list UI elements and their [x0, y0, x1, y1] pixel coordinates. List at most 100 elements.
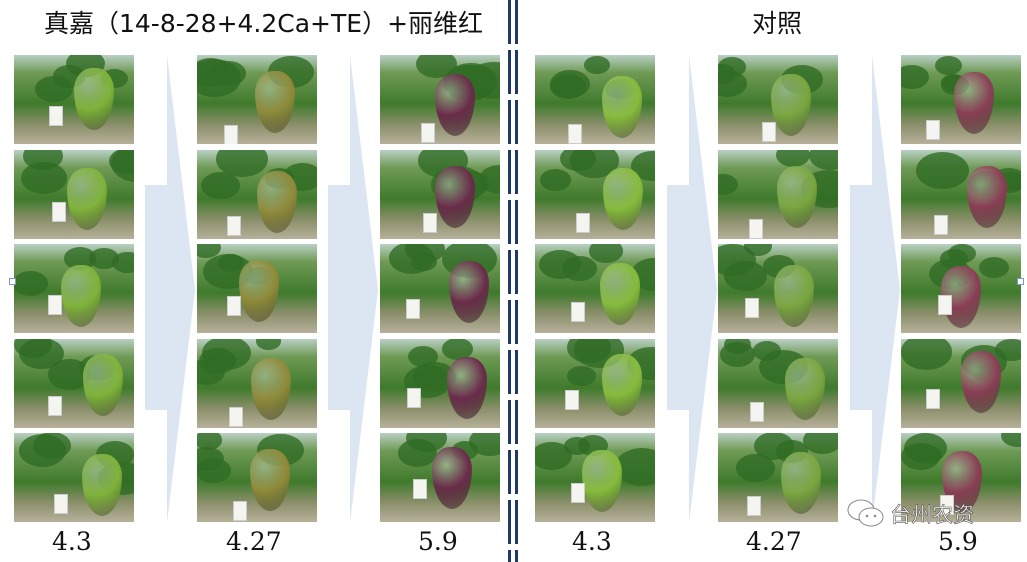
label-tag — [570, 302, 585, 323]
grape-photo — [14, 339, 134, 428]
grape-cluster — [601, 76, 642, 139]
date-label: 4.3 — [52, 527, 92, 556]
grape-cluster — [66, 167, 107, 230]
leaf — [197, 244, 222, 259]
leaf — [901, 64, 929, 90]
grape-photo — [718, 150, 838, 239]
grape-cluster — [73, 67, 114, 130]
watermark-text: 台州农资 — [890, 503, 975, 528]
grape-photo — [197, 55, 317, 144]
selection-handle-left[interactable] — [9, 278, 16, 285]
label-tag — [750, 402, 765, 423]
grape-photo — [535, 244, 655, 333]
date-label: 4.3 — [572, 527, 612, 556]
leaf — [718, 173, 739, 195]
leaf — [535, 441, 572, 471]
grape-cluster — [432, 447, 473, 510]
label-tag — [926, 119, 941, 140]
grape-photo — [901, 433, 1021, 522]
label-tag — [228, 407, 243, 428]
leaf — [934, 56, 962, 76]
leaf — [64, 247, 97, 270]
leaf — [406, 433, 447, 453]
date-label: 4.27 — [226, 527, 282, 556]
wechat-icon — [847, 499, 884, 527]
progress-arrow — [145, 55, 195, 523]
label-tag — [762, 121, 777, 142]
progress-arrow — [328, 55, 378, 523]
selection-handle-right[interactable] — [1017, 278, 1024, 285]
grape-cluster — [254, 71, 295, 134]
leaf — [217, 253, 245, 273]
grape-photo — [197, 339, 317, 428]
grape-cluster — [781, 451, 822, 514]
date-label: 5.9 — [938, 527, 978, 556]
grape-photo — [535, 433, 655, 522]
label-tag — [744, 297, 759, 318]
grape-photo — [901, 339, 1021, 428]
grape-photo — [380, 339, 500, 428]
leaf — [720, 342, 756, 367]
grape-photo — [197, 433, 317, 522]
label-tag — [232, 500, 247, 521]
grape-photo — [718, 433, 838, 522]
treatment-title: 真嘉（14-8-28+4.2Ca+TE）+丽维红 — [44, 9, 484, 38]
grape-cluster — [81, 453, 122, 516]
leaf — [560, 150, 596, 172]
grape-photo — [380, 55, 500, 144]
grape-photo — [14, 150, 134, 239]
control-title: 对照 — [752, 9, 803, 38]
label-tag — [226, 215, 241, 236]
grape-photo — [380, 150, 500, 239]
label-tag — [933, 214, 948, 235]
leaf — [948, 244, 976, 263]
grape-photo — [14, 55, 134, 144]
leaf — [89, 248, 119, 269]
grape-cluster — [784, 357, 825, 420]
grape-cluster — [256, 170, 297, 233]
date-label: 4.27 — [746, 527, 802, 556]
grape-photo — [535, 55, 655, 144]
leaf — [901, 442, 941, 471]
leaf — [407, 345, 439, 367]
label-tag — [422, 213, 437, 234]
leaf — [197, 359, 226, 386]
label-tag — [926, 388, 941, 409]
leaf — [200, 171, 240, 200]
leaf — [404, 244, 446, 264]
grape-cluster — [250, 448, 291, 511]
leaf — [775, 150, 810, 167]
progress-arrow — [667, 55, 717, 523]
leaf — [978, 256, 1009, 278]
grape-cluster — [82, 354, 123, 417]
label-tag — [747, 496, 762, 517]
label-tag — [567, 123, 582, 144]
leaf — [18, 433, 66, 467]
label-tag — [571, 483, 586, 504]
label-tag — [226, 296, 241, 317]
grape-cluster — [434, 74, 475, 137]
grape-cluster — [960, 351, 1001, 414]
label-tag — [47, 396, 62, 417]
leaf — [538, 249, 581, 280]
label-tag — [48, 105, 63, 126]
grape-photo — [14, 244, 134, 333]
label-tag — [52, 202, 67, 223]
label-tag — [748, 218, 763, 239]
grape-photo — [380, 433, 500, 522]
grape-cluster — [773, 265, 814, 328]
leaf — [197, 447, 225, 471]
grape-photo — [535, 339, 655, 428]
grape-cluster — [602, 168, 643, 231]
label-tag — [48, 294, 63, 315]
leaf — [743, 244, 773, 257]
leaf — [197, 59, 242, 97]
grape-cluster — [770, 73, 811, 136]
grape-photo — [197, 150, 317, 239]
label-tag — [412, 478, 427, 499]
grape-photo — [718, 339, 838, 428]
watermark: 台州农资 — [846, 497, 974, 531]
leaf — [23, 150, 63, 170]
leaf — [197, 433, 223, 450]
leaf — [566, 365, 596, 387]
